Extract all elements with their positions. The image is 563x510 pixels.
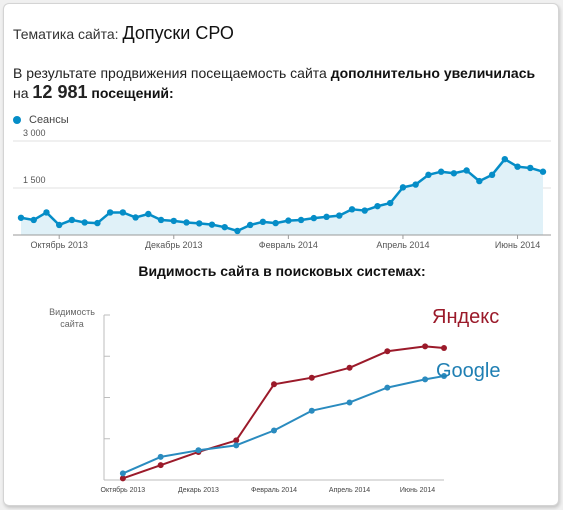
sessions-y-tick-label: 3 000 <box>23 128 46 138</box>
summary-bold-1: дополнительно увеличилась <box>330 65 536 81</box>
sessions-data-point <box>488 171 496 179</box>
summary-text-2: на <box>13 85 29 101</box>
sessions-x-tick-label: Апрель 2014 <box>376 240 429 250</box>
sessions-x-tick-label: Февраль 2014 <box>259 240 318 250</box>
sessions-data-point <box>17 214 25 221</box>
sessions-data-point <box>43 209 50 216</box>
sessions-data-point <box>106 209 114 216</box>
google-data-point <box>308 407 315 414</box>
sessions-data-point <box>272 219 279 227</box>
sessions-x-tick-label: Октябрь 2013 <box>30 240 87 250</box>
google-series-line <box>122 375 445 475</box>
sessions-data-point <box>476 177 483 185</box>
sessions-data-point <box>450 170 458 177</box>
sessions-data-point <box>374 202 381 210</box>
sessions-y-tick-label: 1 500 <box>23 175 46 185</box>
sessions-data-point <box>234 227 241 235</box>
google-data-point <box>195 447 202 454</box>
yandex-series-label: Яндекс <box>432 306 500 328</box>
visibility-x-tick-label: Февраль 2014 <box>251 487 297 494</box>
sessions-data-point <box>145 210 152 218</box>
sessions-data-point <box>399 184 407 191</box>
sessions-data-point <box>412 181 419 188</box>
yandex-data-point <box>346 364 353 371</box>
sessions-data-point <box>221 223 228 231</box>
sessions-x-tick-label: Декабрь 2013 <box>145 240 203 250</box>
google-data-point <box>157 453 164 460</box>
sessions-data-point <box>132 214 139 221</box>
yandex-data-point <box>308 374 315 381</box>
site-topic-prefix: Тематика сайта: <box>13 26 119 42</box>
sessions-data-point <box>297 216 305 224</box>
visibility-x-tick-label: Декарь 2013 <box>178 487 219 494</box>
google-data-point <box>384 384 391 391</box>
sessions-data-point <box>196 220 203 227</box>
yandex-data-point <box>422 343 429 350</box>
sessions-data-point <box>361 207 368 214</box>
google-data-point <box>346 399 353 406</box>
yandex-data-point <box>441 345 447 351</box>
visibility-x-tick-label: Июнь 2014 <box>400 487 435 494</box>
sessions-data-point <box>514 163 521 170</box>
sessions-legend: Сеансы <box>13 114 69 126</box>
sessions-x-tick-label: Июнь 2014 <box>495 240 540 250</box>
visibility-title: Видимость сайта в поисковых системах: <box>138 263 426 279</box>
google-data-point <box>271 427 277 434</box>
sessions-data-point <box>68 216 76 224</box>
summary-big-number: 12 981 <box>32 82 88 102</box>
google-data-point <box>422 376 429 383</box>
traffic-summary: В результате продвижения посещаемость са… <box>13 64 553 103</box>
sessions-legend-dot <box>13 116 21 124</box>
report-card: Тематика сайта: Допуски СРО В результате… <box>3 3 559 506</box>
visibility-x-tick-label: Октябрь 2013 <box>101 486 146 494</box>
google-data-point <box>233 442 240 449</box>
sessions-data-point <box>119 209 127 216</box>
sessions-data-point <box>501 155 509 163</box>
site-topic-value: Допуски СРО <box>122 23 234 43</box>
yandex-series-line <box>122 345 445 480</box>
sessions-data-point <box>208 221 216 228</box>
visibility-chart: Октябрь 2013 Декарь 2013 Февраль 2014 Апрел… <box>101 314 447 494</box>
yandex-data-point <box>119 475 126 482</box>
visibility-y-axis-label: Видимость сайта <box>49 307 95 329</box>
sessions-data-point <box>81 219 88 226</box>
sessions-data-point <box>425 171 432 179</box>
google-series-label: Google <box>436 360 501 382</box>
sessions-data-point <box>336 212 343 219</box>
sessions-data-point <box>539 168 547 175</box>
sessions-data-point <box>463 167 470 174</box>
summary-text-1: В результате продвижения посещаемость са… <box>13 65 327 81</box>
site-topic: Тематика сайта: Допуски СРО <box>13 23 234 44</box>
yandex-data-point <box>271 381 277 388</box>
sessions-data-point <box>55 221 63 229</box>
summary-bold-2: посещений: <box>91 85 174 101</box>
sessions-data-point <box>246 221 254 229</box>
sessions-chart: 1 500 3 000 Октябрь 2013 Декабрь 2013 Феврал… <box>13 128 551 250</box>
google-data-point <box>119 470 126 477</box>
sessions-data-point <box>348 206 356 213</box>
sessions-data-point <box>387 199 394 207</box>
google-data-point <box>441 373 447 380</box>
sessions-data-point <box>310 214 318 222</box>
sessions-data-point <box>170 217 177 225</box>
sessions-data-point <box>259 218 267 226</box>
yandex-data-point <box>384 348 391 355</box>
sessions-legend-label: Сеансы <box>29 114 69 126</box>
visibility-x-tick-label: Апрель 2014 <box>329 487 370 494</box>
yandex-data-point <box>233 437 240 444</box>
sessions-data-point <box>527 164 534 172</box>
sessions-data-point <box>437 168 445 175</box>
sessions-data-point <box>30 216 37 224</box>
sessions-data-point <box>94 219 101 227</box>
yandex-data-point <box>157 462 164 469</box>
sessions-data-point <box>285 217 292 224</box>
sessions-data-point <box>157 216 165 224</box>
sessions-data-point <box>323 213 330 221</box>
sessions-data-point <box>183 219 190 226</box>
